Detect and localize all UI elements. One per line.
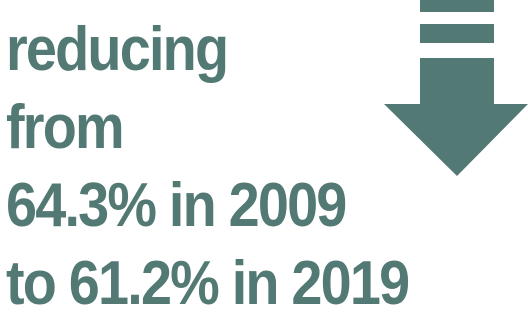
arrow-shaft bbox=[420, 58, 494, 104]
stat-line-reducing: reducing bbox=[6, 15, 229, 84]
arrow-bar-middle bbox=[420, 24, 494, 43]
arrow-bar-top bbox=[420, 0, 494, 12]
stat-line-end-value: to 61.2% in 2019 bbox=[6, 249, 410, 318]
stat-line-start-value: 64.3% in 2009 bbox=[6, 171, 347, 240]
arrow-head bbox=[384, 104, 528, 176]
stat-line-from: from bbox=[6, 93, 125, 162]
down-arrow-icon bbox=[384, 0, 528, 176]
